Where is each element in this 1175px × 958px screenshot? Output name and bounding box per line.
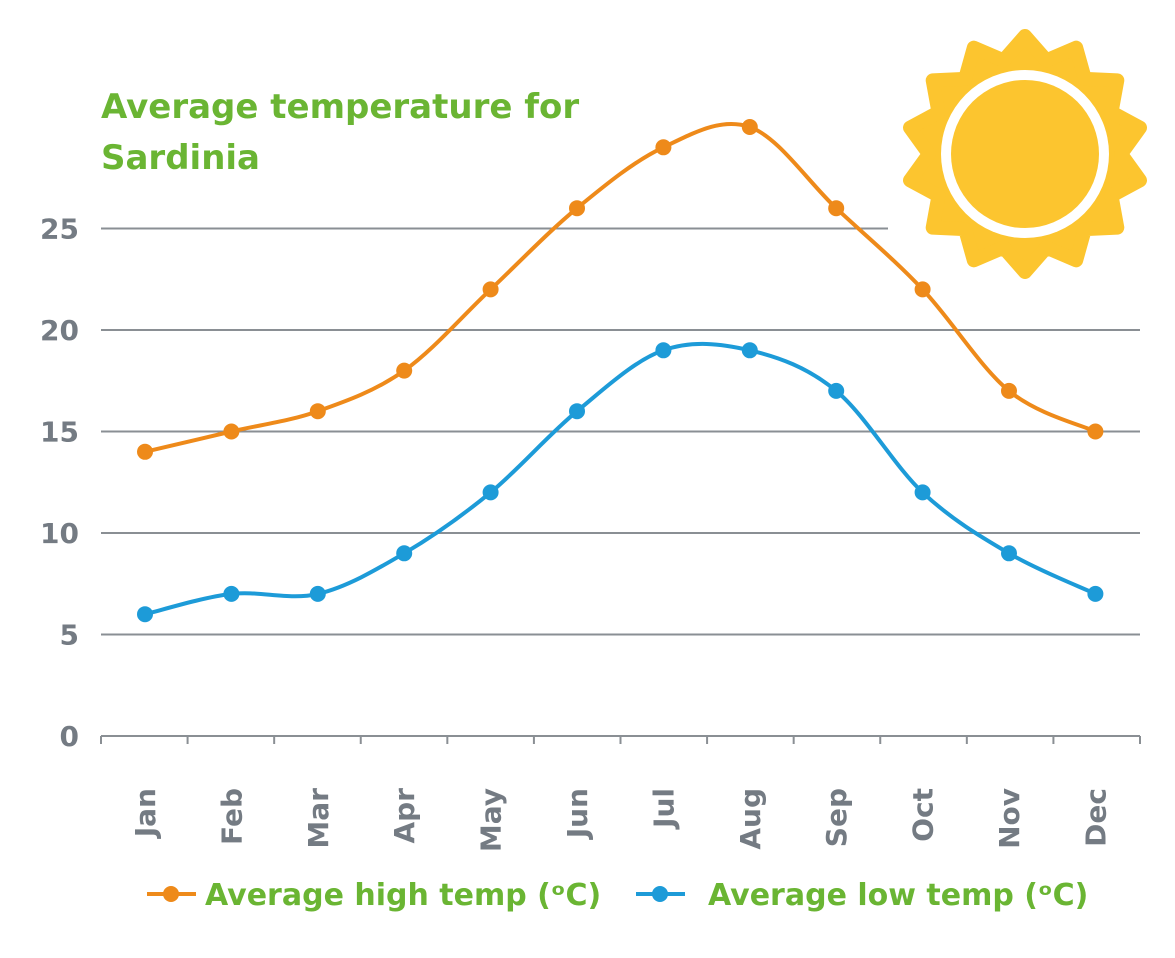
chart-title-line-1: Average temperature for: [101, 87, 579, 127]
x-tick-label-mar: Mar: [302, 788, 335, 849]
y-tick-label-25: 25: [40, 213, 79, 246]
data-point-low-jun: [569, 403, 585, 420]
data-point-high-jan: [137, 443, 153, 460]
y-tick-label-20: 20: [40, 314, 79, 347]
x-tick-label-jun: Jun: [561, 788, 594, 840]
sun-icon: [903, 29, 1147, 279]
y-axis-tick-labels: 0 5 10 15 20 25: [40, 213, 79, 754]
chart-title: Average temperature for Sardinia: [101, 87, 579, 178]
legend-label-low: Average low temp (ᵒC): [708, 878, 1088, 913]
legend-item-low: Average low temp (ᵒC): [636, 878, 1088, 913]
x-tick-label-oct: Oct: [907, 788, 940, 842]
x-tick-label-jan: Jan: [129, 788, 162, 839]
series-line-low: [144, 341, 1097, 617]
data-point-low-nov: [1001, 545, 1017, 562]
x-tick-label-apr: Apr: [388, 788, 421, 844]
data-point-low-aug: [741, 342, 758, 359]
legend-marker-low: [652, 886, 668, 902]
x-tick-label-aug: Aug: [734, 788, 767, 850]
data-point-high-mar: [309, 403, 326, 420]
data-point-low-feb: [223, 585, 240, 602]
y-tick-label-5: 5: [60, 619, 79, 652]
data-point-low-apr: [396, 545, 413, 562]
data-point-high-feb: [223, 423, 240, 440]
data-point-high-aug: [741, 119, 758, 135]
gridlines: [101, 227, 1140, 636]
y-tick-label-10: 10: [40, 517, 79, 550]
chart-title-line-2: Sardinia: [101, 138, 260, 178]
data-point-high-may: [482, 281, 499, 298]
x-tick-label-may: May: [475, 788, 508, 852]
data-point-high-dec: [1087, 423, 1104, 440]
data-point-high-oct: [914, 281, 931, 298]
y-tick-label-15: 15: [40, 416, 79, 449]
data-point-low-may: [482, 484, 499, 501]
data-point-low-sep: [828, 382, 845, 399]
series-points: [137, 119, 1104, 623]
legend-item-high: Average high temp (ᵒC): [147, 878, 601, 913]
y-tick-label-0: 0: [60, 720, 79, 753]
x-tick-label-sep: Sep: [820, 788, 853, 847]
data-point-low-jan: [137, 606, 153, 623]
x-axis-tick-labels: Jan Feb Mar Apr May Jun Jul Aug Sep Oct Nov Dec: [129, 788, 1112, 852]
x-tick-label-nov: Nov: [993, 788, 1026, 849]
legend: Average high temp (ᵒC) Average low temp …: [147, 878, 1088, 913]
data-point-low-jul: [655, 342, 672, 359]
data-point-low-dec: [1087, 585, 1104, 602]
data-point-high-jul: [655, 139, 672, 156]
x-tick-label-dec: Dec: [1079, 788, 1112, 847]
legend-marker-high: [163, 886, 179, 902]
data-point-high-sep: [828, 200, 845, 217]
data-point-high-nov: [1001, 382, 1017, 399]
data-point-high-jun: [569, 200, 585, 217]
data-point-low-oct: [914, 484, 931, 501]
x-tick-label-feb: Feb: [215, 788, 248, 845]
data-point-low-mar: [309, 585, 326, 602]
x-tick-label-jul: Jul: [647, 788, 680, 830]
legend-label-high: Average high temp (ᵒC): [205, 878, 601, 913]
data-point-high-apr: [396, 362, 413, 379]
x-axis: [100, 735, 1141, 744]
sun-core: [951, 80, 1099, 228]
